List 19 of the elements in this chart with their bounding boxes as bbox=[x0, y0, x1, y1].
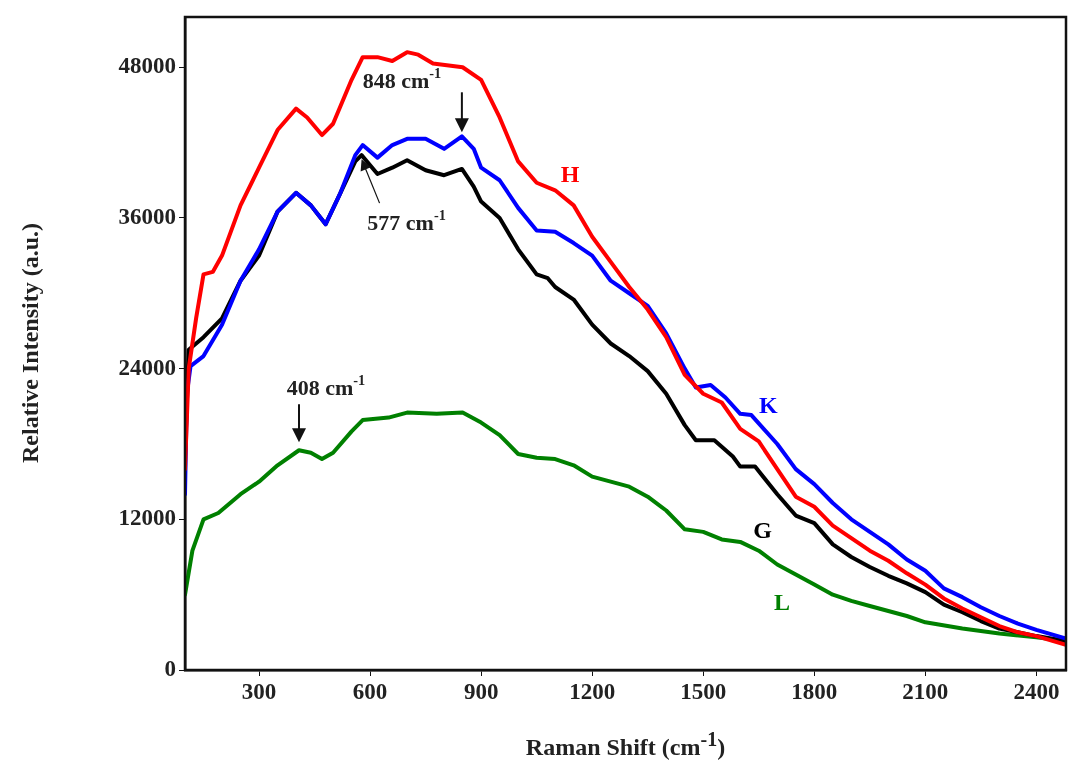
x-tick-label: 1200 bbox=[569, 678, 616, 704]
y-axis-title: Relative Intensity (a.u.) bbox=[16, 223, 44, 463]
x-axis-title: Raman Shift (cm$^{-1}$) bbox=[524, 728, 727, 761]
x-tick-label: 300 bbox=[241, 678, 277, 704]
series-label: G bbox=[753, 516, 773, 543]
series-label: L bbox=[774, 589, 791, 616]
y-tick-label: 0 bbox=[164, 655, 176, 681]
x-tick-label: 900 bbox=[463, 678, 499, 704]
x-tick-label: 1800 bbox=[791, 678, 838, 704]
series-label: K bbox=[759, 392, 779, 419]
x-tick-label: 2400 bbox=[1013, 678, 1060, 704]
series-label: H bbox=[560, 160, 580, 187]
y-tick-label: 36000 bbox=[118, 203, 176, 229]
y-tick-label: 48000 bbox=[118, 53, 176, 79]
y-tick-label: 24000 bbox=[118, 354, 176, 380]
x-tick-label: 1500 bbox=[680, 678, 727, 704]
x-tick-label: 2100 bbox=[902, 678, 949, 704]
x-tick-label: 600 bbox=[352, 678, 388, 704]
y-tick-label: 12000 bbox=[118, 505, 176, 531]
